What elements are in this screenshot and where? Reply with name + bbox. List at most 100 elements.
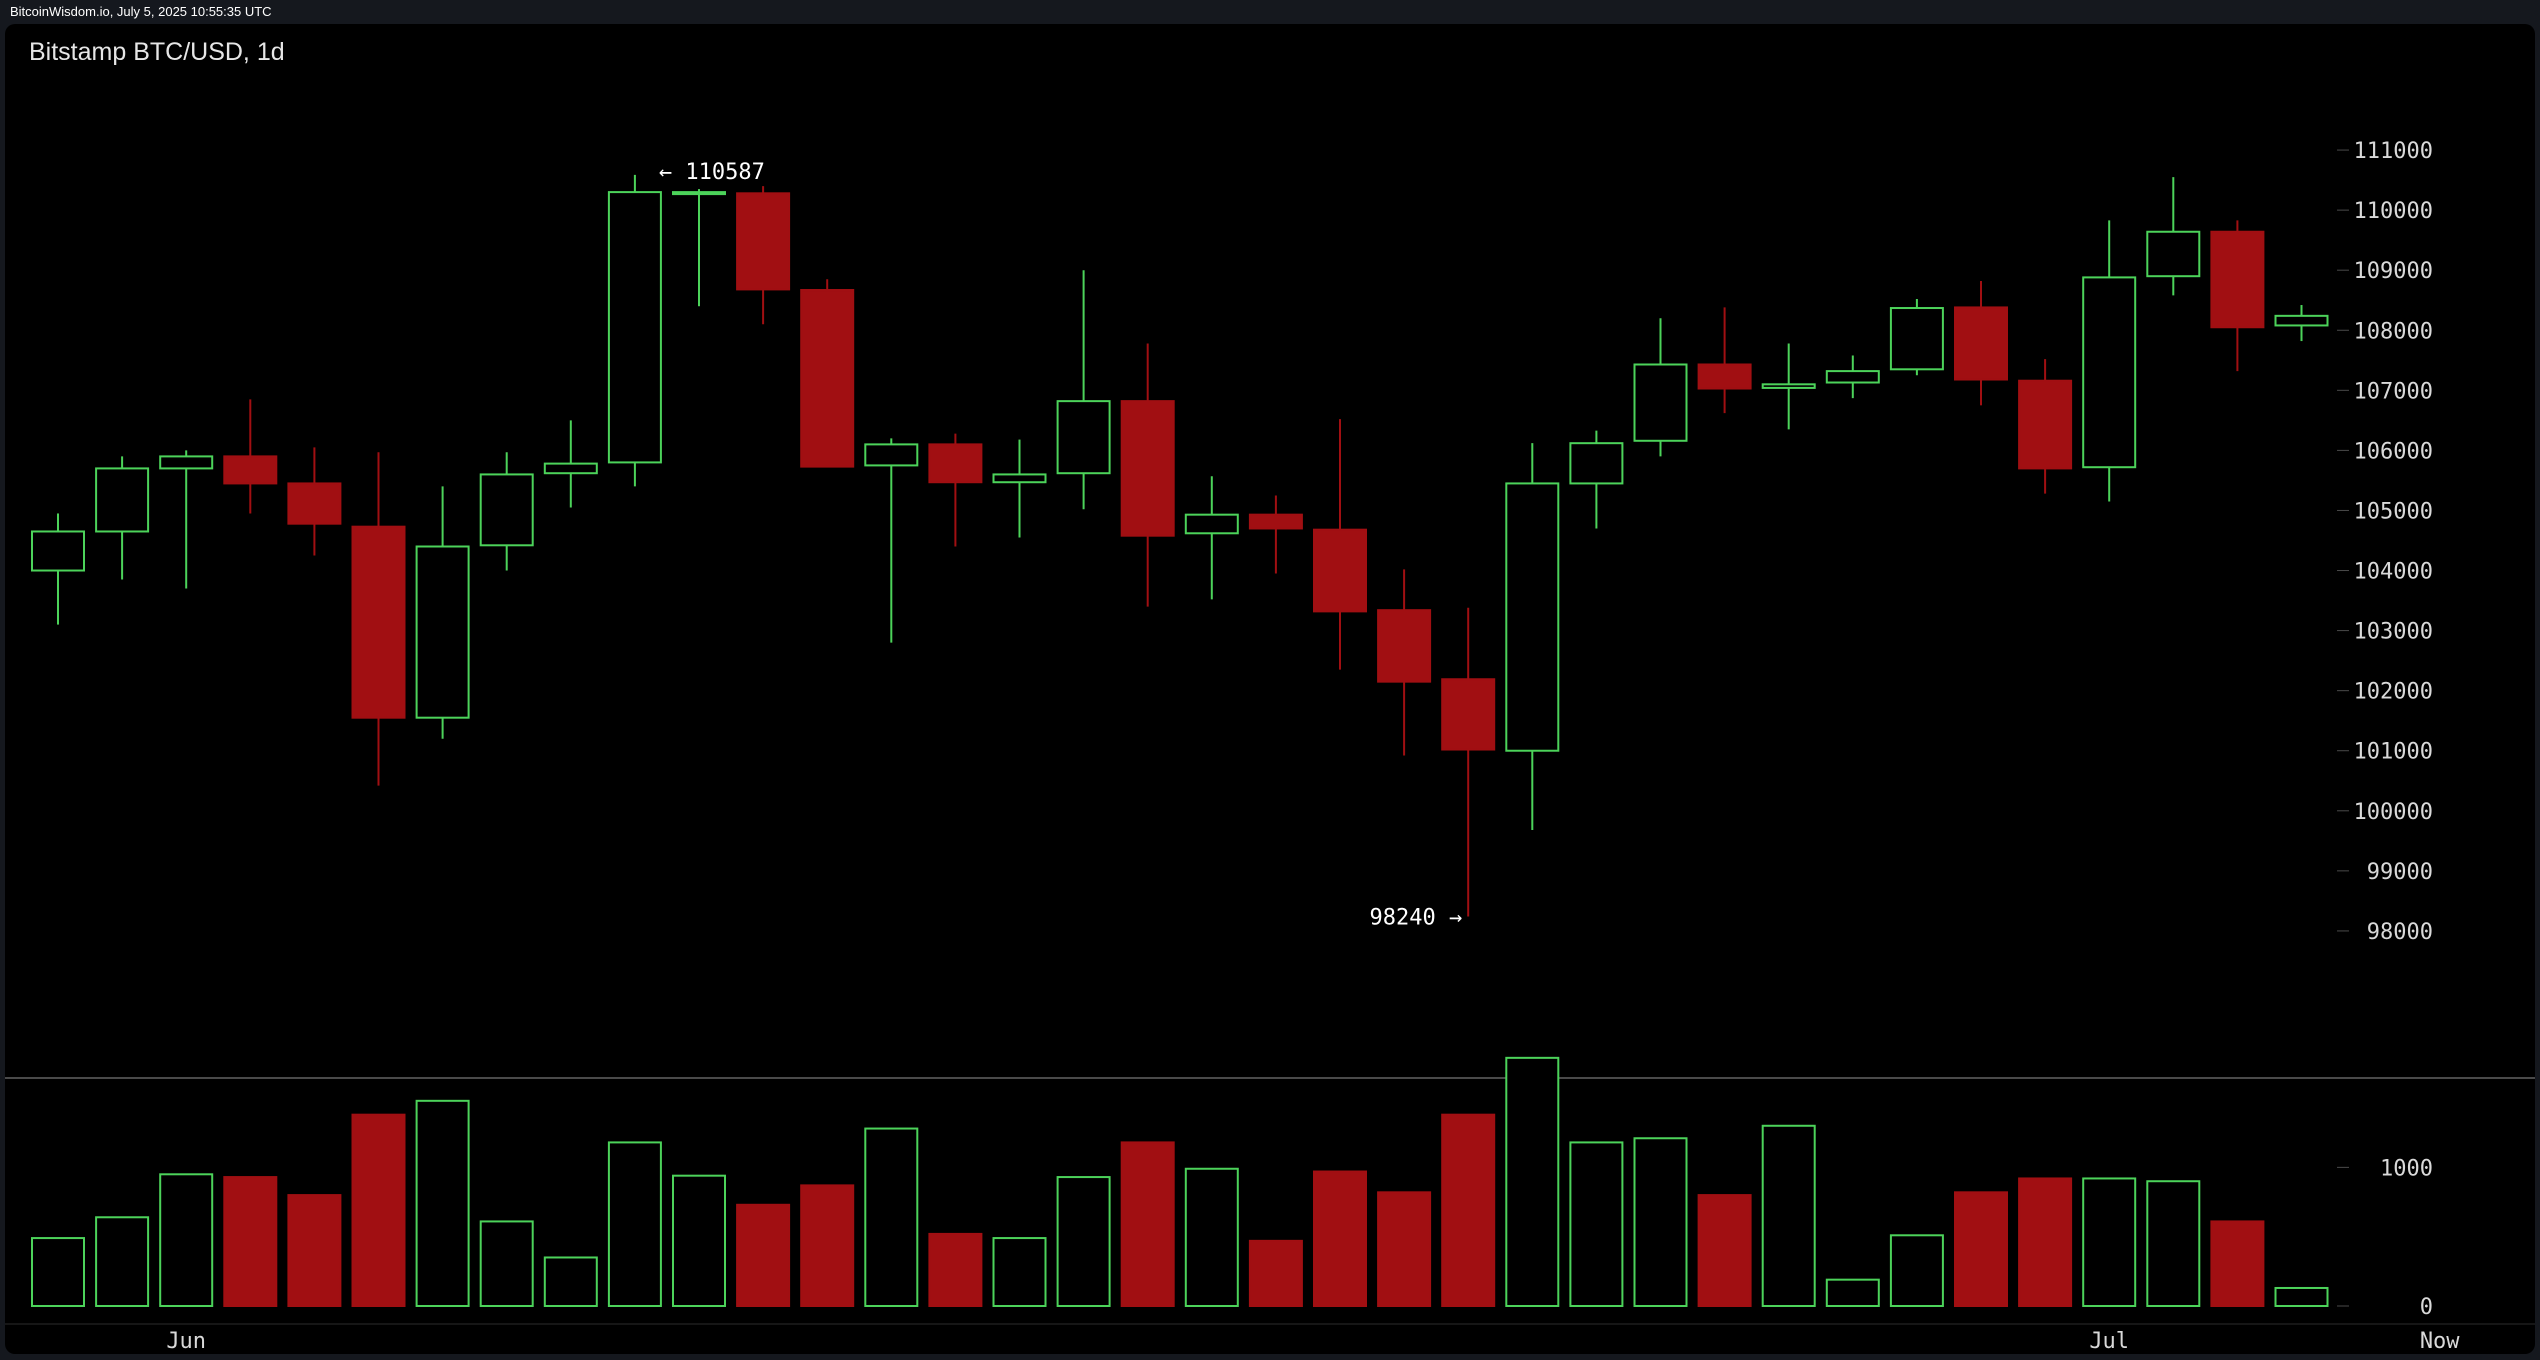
candle-body-up [672, 191, 726, 196]
volume-bar-up [1056, 1176, 1111, 1308]
price-tick-label: 104000 [2354, 560, 2433, 585]
time-label-jul: Jul [2089, 1329, 2129, 1354]
volume-bar-down [1697, 1194, 1752, 1308]
price-annotations: ← 110587 98240 → [659, 160, 1462, 931]
volume-bar-up [1761, 1124, 1816, 1307]
volume-bar-up [95, 1216, 150, 1307]
volume-bar-down [287, 1194, 342, 1308]
volume-bar-up [1889, 1234, 1944, 1307]
price-tick-label: 106000 [2354, 439, 2433, 464]
volume-bar-down [351, 1113, 406, 1307]
candle-body-down [1313, 528, 1367, 613]
volume-bar-up [159, 1173, 214, 1307]
time-label-jun: Jun [166, 1329, 206, 1354]
candle-body-up [1056, 400, 1111, 475]
price-tick-label: 102000 [2354, 680, 2433, 705]
candle-body-up [2082, 276, 2137, 469]
volume-tick-label: 1000 [2380, 1156, 2433, 1181]
volume-bar-up [992, 1237, 1047, 1308]
volume-bar-up [864, 1127, 919, 1307]
volume-bar-down [1377, 1191, 1432, 1308]
candle-body-up [992, 473, 1047, 484]
price-tick-label: 111000 [2354, 139, 2433, 164]
volume-bar-down [2018, 1177, 2073, 1308]
candle-body-down [1697, 363, 1752, 390]
candlestick-series [31, 174, 2329, 917]
high-price-annotation: ← 110587 [659, 160, 765, 185]
volume-bar-up [607, 1141, 662, 1307]
volume-bar-up [1825, 1278, 1880, 1307]
candle-body-down [1441, 678, 1496, 751]
candle-body-up [1889, 307, 1944, 371]
price-tick-label: 100000 [2354, 800, 2433, 825]
time-axis: Jun Jul Now [166, 1329, 2460, 1354]
price-tick-label: 101000 [2354, 740, 2433, 765]
low-price-annotation: 98240 → [1369, 906, 1462, 931]
price-tick-label: 110000 [2354, 199, 2433, 224]
volume-bar-down [928, 1232, 983, 1307]
volume-bar-down [1248, 1239, 1303, 1308]
volume-tick-label: 0 [2420, 1295, 2433, 1320]
price-tick-label: 107000 [2354, 379, 2433, 404]
candle-body-up [1184, 513, 1239, 535]
volume-bar-up [479, 1220, 534, 1307]
candle-body-up [2146, 230, 2201, 278]
volume-bar-up [1505, 1056, 1560, 1308]
candle-body-up [479, 473, 534, 547]
volume-bar-down [2210, 1220, 2265, 1307]
candle-body-down [2210, 230, 2265, 329]
volume-bar-up [543, 1256, 598, 1308]
candle-body-up [607, 191, 662, 464]
site-timestamp: BitcoinWisdom.io, July 5, 2025 10:55:35 … [10, 4, 272, 19]
chart-title: Bitstamp BTC/USD, 1d [29, 38, 285, 66]
volume-bar-up [1569, 1141, 1624, 1307]
candle-body-up [415, 545, 470, 719]
volume-bar-down [1441, 1113, 1496, 1307]
volume-bar-down [736, 1203, 791, 1307]
volume-bar-up [1184, 1167, 1239, 1307]
price-tick-label: 103000 [2354, 620, 2433, 645]
candle-body-down [800, 289, 855, 468]
price-tick-label: 99000 [2367, 860, 2433, 885]
price-axis: 111000 110000 109000 108000 107000 106000 1050… [2337, 139, 2433, 945]
price-tick-label: 108000 [2354, 319, 2433, 344]
volume-bar-up [31, 1237, 85, 1308]
candle-body-down [223, 455, 278, 485]
time-label-now: Now [2420, 1329, 2460, 1354]
volume-bar-down [223, 1176, 278, 1308]
volume-bar-up [1633, 1137, 1688, 1307]
price-tick-label: 109000 [2354, 259, 2433, 284]
candle-body-down [1954, 306, 2008, 381]
candle-body-up [1505, 482, 1560, 752]
candle-body-down [1120, 400, 1175, 537]
volume-bar-up [672, 1174, 726, 1307]
candle-body-down [287, 482, 342, 525]
volume-bar-up [2146, 1180, 2201, 1308]
candle-body-down [351, 525, 406, 719]
volume-bar-down [800, 1184, 855, 1307]
candle-body-down [1377, 609, 1432, 683]
volume-bar-down [1954, 1191, 2008, 1308]
volume-bar-down [1120, 1141, 1175, 1307]
candle-body-down [2018, 379, 2073, 470]
price-tick-label: 105000 [2354, 499, 2433, 524]
candle-body-up [1825, 370, 1880, 384]
candle-body-up [1569, 442, 1624, 485]
candle-body-up [1761, 383, 1816, 389]
volume-axis: 1000 0 [2337, 1156, 2433, 1320]
candle-body-up [543, 462, 598, 475]
candle-body-up [159, 455, 214, 470]
candle-body-up [864, 443, 919, 467]
candle-body-up [31, 530, 85, 572]
price-chart[interactable]: Bitstamp BTC/USD, 1d 1110001100001090001… [5, 24, 2535, 1354]
volume-series [31, 1056, 2329, 1308]
candle-body-down [1248, 513, 1303, 530]
candle-body-down [928, 443, 983, 484]
price-tick-label: 98000 [2367, 920, 2433, 945]
candle-body-up [95, 467, 150, 533]
candle-body-down [736, 192, 791, 291]
candle-body-up [2274, 314, 2329, 327]
candle-body-up [1633, 363, 1688, 442]
volume-bar-up [415, 1099, 470, 1308]
volume-bar-up [2082, 1177, 2137, 1308]
